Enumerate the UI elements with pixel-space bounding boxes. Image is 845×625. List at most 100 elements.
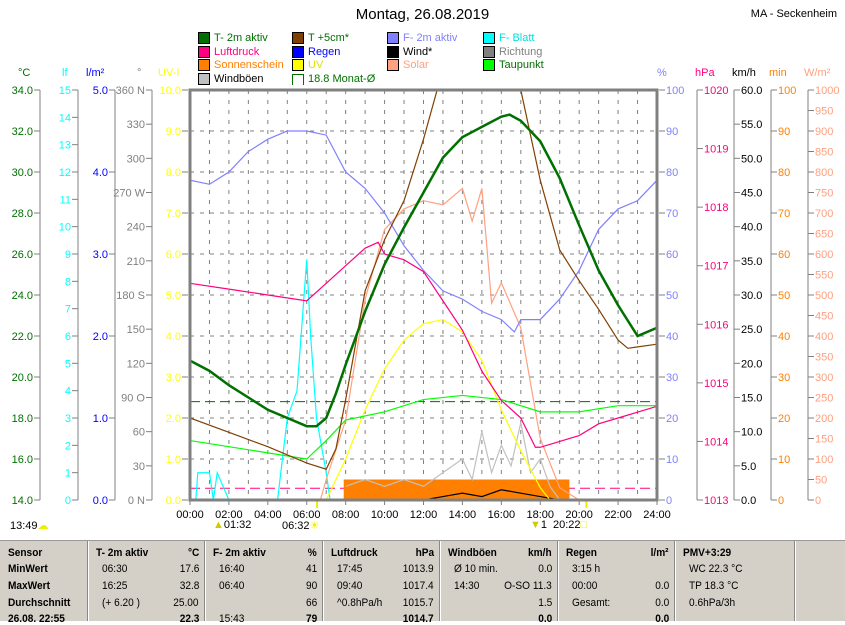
axis-tick-label: 90 [666, 126, 678, 138]
axis-tick-label: 270 W [113, 188, 145, 200]
axis-tick-label: 400 [815, 331, 833, 343]
table-value: 1.5 [537, 597, 552, 609]
column-divider [88, 541, 89, 621]
x-tick-label: 14:00 [449, 509, 477, 521]
legend-swatch [483, 46, 495, 58]
x-tick-label: 22:00 [604, 509, 632, 521]
axis-tick-label: 4.0 [166, 331, 181, 343]
legend-swatch [292, 59, 304, 71]
sun-icon: ☀ [309, 520, 320, 532]
axis-tick-label: 1.0 [166, 454, 181, 466]
legend-item: 18.8 Monat-Ø [292, 73, 375, 85]
axis-tick-label: 12 [59, 167, 71, 179]
series-wind [345, 489, 560, 500]
axis-tick-label: 150 [815, 434, 833, 446]
axis-tick-label: 90 [778, 126, 790, 138]
axis-tick-label: 16.0 [12, 454, 33, 466]
axis-tick-label: 600 [815, 249, 833, 261]
axis-tick-label: 10 [666, 454, 678, 466]
axis-tick-label: 25.0 [741, 324, 762, 336]
axis-tick-label: 850 [815, 147, 833, 159]
axis-tick-label: 60.0 [741, 85, 762, 97]
legend-item: F- Blatt [483, 32, 534, 44]
axis-tick-label: 60 [778, 249, 790, 261]
table-value: 32.8 [179, 580, 199, 592]
axis-tick-label: 60 [666, 249, 678, 261]
axis-tick-label: 0 [65, 495, 71, 507]
column-header: T- 2m aktiv [96, 547, 149, 559]
row-label: MaxWert [8, 580, 51, 592]
x-tick-label: 06:00 [293, 509, 321, 521]
axis-tick-label: 1.0 [93, 413, 108, 425]
legend-item: Luftdruck [198, 46, 259, 58]
legend-label: F- Blatt [499, 32, 535, 44]
axis-tick-label: 55.0 [741, 119, 762, 131]
column-unit: hPa [415, 547, 434, 559]
axis-tick-label: 2.0 [93, 331, 108, 343]
table-value: 41 [305, 563, 317, 575]
axis-tick-label: 9.0 [166, 126, 181, 138]
legend-swatch [387, 59, 399, 71]
axis-tick-label: 550 [815, 270, 833, 282]
column-divider [675, 541, 676, 621]
axis-tick-label: 60 [133, 427, 145, 439]
axis-tick-label: 10.0 [741, 427, 762, 439]
current-time-label: 13:49 [10, 520, 38, 532]
axis-tick-label: 2 [65, 440, 71, 452]
x-tick-label: 02:00 [215, 509, 243, 521]
axis-tick-label: 26.0 [12, 249, 33, 261]
axis-tick-label: 2.0 [166, 413, 181, 425]
axis-tick-label: 30.0 [741, 290, 762, 302]
axis-tick-label: 30 [666, 372, 678, 384]
legend-label: 18.8 Monat-Ø [308, 73, 376, 85]
axis-tick-label: 5.0 [93, 85, 108, 97]
table-cell: ^0.8hPa/h [337, 597, 383, 609]
x-tick-label: 18:00 [526, 509, 554, 521]
axis-tick-label: 45.0 [741, 188, 762, 200]
table-value: 1017.4 [403, 580, 434, 592]
table-value: O-SO 11.3 [504, 580, 552, 592]
legend-swatch [483, 59, 495, 71]
table-value: 0.0 [537, 563, 552, 575]
axis-tick-label: 240 [127, 222, 145, 234]
axis-tick-label: 3.0 [93, 249, 108, 261]
axis-tick-label: 1000 [815, 85, 839, 97]
legend-swatch [292, 73, 304, 85]
legend-label: T +5cm* [308, 32, 350, 44]
axis-tick-label: 1013 [704, 495, 728, 507]
axis-unit-wind: km/h [732, 67, 756, 79]
axis-tick-label: 200 [815, 413, 833, 425]
legend-swatch [198, 73, 210, 85]
axis-tick-label: 5 [65, 358, 71, 370]
legend-label: Wind* [403, 46, 433, 58]
column-divider [440, 541, 441, 621]
column-header: Regen [566, 547, 597, 559]
row-label: MinWert [8, 563, 48, 575]
axis-tick-label: 1017 [704, 261, 728, 273]
axis-tick-label: 900 [815, 126, 833, 138]
axis-tick-label: 14 [59, 112, 71, 124]
axis-tick-label: 330 [127, 119, 145, 131]
series-f-blatt [190, 259, 331, 500]
axis-tick-label: 9 [65, 249, 71, 261]
axis-tick-label: 6.0 [166, 249, 181, 261]
series-windb-en [345, 422, 561, 500]
axis-tick-label: 500 [815, 290, 833, 302]
axis-tick-label: 300 [127, 153, 145, 165]
axis-tick-label: 800 [815, 167, 833, 179]
x-tick-label: 12:00 [410, 509, 438, 521]
axis-unit-hum: % [657, 67, 667, 79]
table-cell: 06:30 [102, 563, 128, 575]
axis-tick-label: 70 [778, 208, 790, 220]
axis-tick-label: 30 [778, 372, 790, 384]
legend-item: UV [292, 59, 323, 71]
legend-item: T +5cm* [292, 32, 349, 44]
legend-label: UV [308, 59, 324, 71]
moonrise: ▲01:32 [213, 519, 251, 531]
axis-tick-label: 360 N [116, 85, 145, 97]
legend-swatch [483, 32, 495, 44]
axis-tick-label: 4 [65, 386, 71, 398]
table-cell: 14:30 [454, 580, 480, 592]
axis-tick-label: 1015 [704, 378, 728, 390]
legend-label: Taupunkt [499, 59, 544, 71]
